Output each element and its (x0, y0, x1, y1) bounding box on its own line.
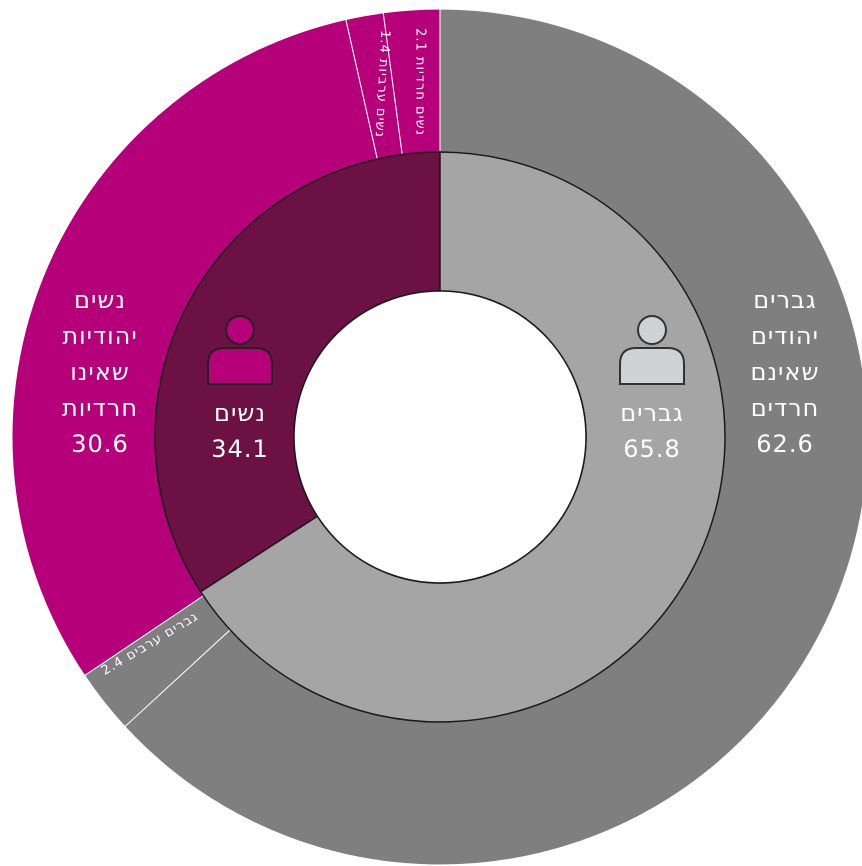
outer-label: נשים יהודיות שאינו חרדיות 30.6 (61, 286, 138, 458)
women-icon (207, 315, 273, 385)
inner-label: נשים 34.1 (211, 399, 269, 463)
outer-label: נשים חרדיות 2.1 (412, 28, 428, 136)
men-icon (619, 315, 685, 385)
inner-label: גברים 65.8 (620, 399, 684, 463)
hole (293, 290, 587, 584)
outer-label: גברים יהודים שאינם חרדים 62.6 (750, 286, 820, 458)
rings (11, 8, 862, 866)
